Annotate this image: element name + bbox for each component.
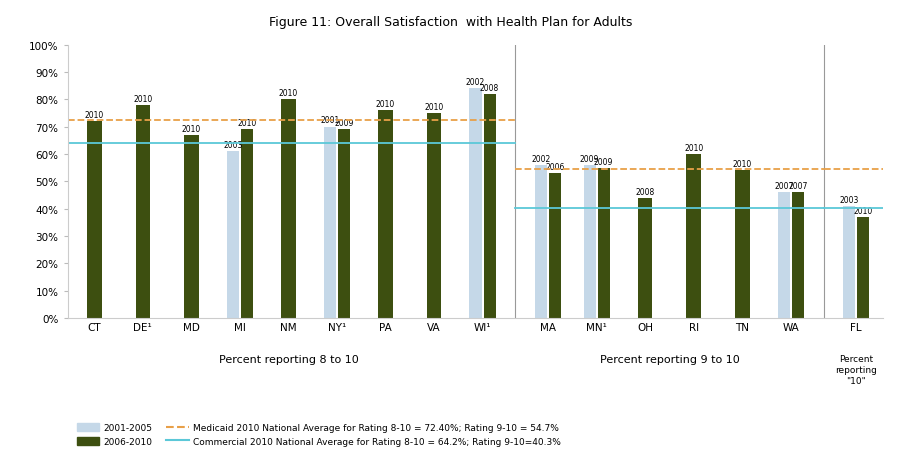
- Bar: [227, 152, 239, 318]
- Bar: [584, 166, 596, 318]
- Text: Percent
reporting
"10": Percent reporting "10": [835, 354, 878, 385]
- Bar: [469, 89, 482, 318]
- Bar: [735, 171, 750, 318]
- Text: 2010: 2010: [278, 89, 298, 98]
- Text: 2006: 2006: [545, 162, 565, 172]
- Text: 2002: 2002: [532, 154, 551, 163]
- Bar: [378, 111, 393, 318]
- Bar: [597, 168, 610, 318]
- Bar: [778, 193, 790, 318]
- Text: Percent reporting 8 to 10: Percent reporting 8 to 10: [219, 354, 359, 364]
- Text: 2010: 2010: [182, 124, 201, 133]
- Bar: [535, 166, 547, 318]
- Bar: [281, 100, 296, 318]
- Text: 2010: 2010: [133, 94, 152, 103]
- Text: Percent reporting 9 to 10: Percent reporting 9 to 10: [599, 354, 740, 364]
- Bar: [792, 193, 804, 318]
- Text: 2010: 2010: [85, 111, 104, 120]
- Bar: [857, 217, 869, 318]
- Text: 2010: 2010: [733, 160, 751, 169]
- Text: 2003: 2003: [840, 195, 859, 204]
- Bar: [843, 207, 855, 318]
- Bar: [549, 174, 561, 318]
- Bar: [323, 127, 336, 318]
- Text: Figure 11: Overall Satisfaction  with Health Plan for Adults: Figure 11: Overall Satisfaction with Hea…: [268, 16, 633, 29]
- Bar: [184, 136, 198, 318]
- Text: 2010: 2010: [684, 143, 704, 152]
- Bar: [427, 114, 441, 318]
- Text: 2008: 2008: [635, 187, 655, 196]
- Text: 2010: 2010: [376, 100, 396, 109]
- Text: 2007: 2007: [788, 182, 807, 191]
- Bar: [638, 198, 652, 318]
- Bar: [241, 130, 253, 318]
- Bar: [687, 155, 701, 318]
- Text: 2010: 2010: [854, 206, 873, 215]
- Text: 2003: 2003: [223, 141, 242, 150]
- Bar: [87, 122, 102, 318]
- Text: 2010: 2010: [237, 119, 257, 128]
- Text: 2002: 2002: [466, 78, 485, 87]
- Text: 2010: 2010: [424, 102, 443, 111]
- Text: 2009: 2009: [334, 119, 354, 128]
- Text: 2009: 2009: [594, 157, 614, 166]
- Text: 2001: 2001: [320, 116, 340, 125]
- Bar: [135, 106, 150, 318]
- Legend: 2001-2005, 2006-2010, Medicaid 2010 National Average for Rating 8-10 = 72.40%; R: 2001-2005, 2006-2010, Medicaid 2010 Nati…: [77, 423, 561, 446]
- Text: 2008: 2008: [480, 83, 499, 92]
- Bar: [484, 95, 496, 318]
- Text: 2007: 2007: [774, 182, 794, 191]
- Text: 2009: 2009: [580, 154, 599, 163]
- Bar: [338, 130, 350, 318]
